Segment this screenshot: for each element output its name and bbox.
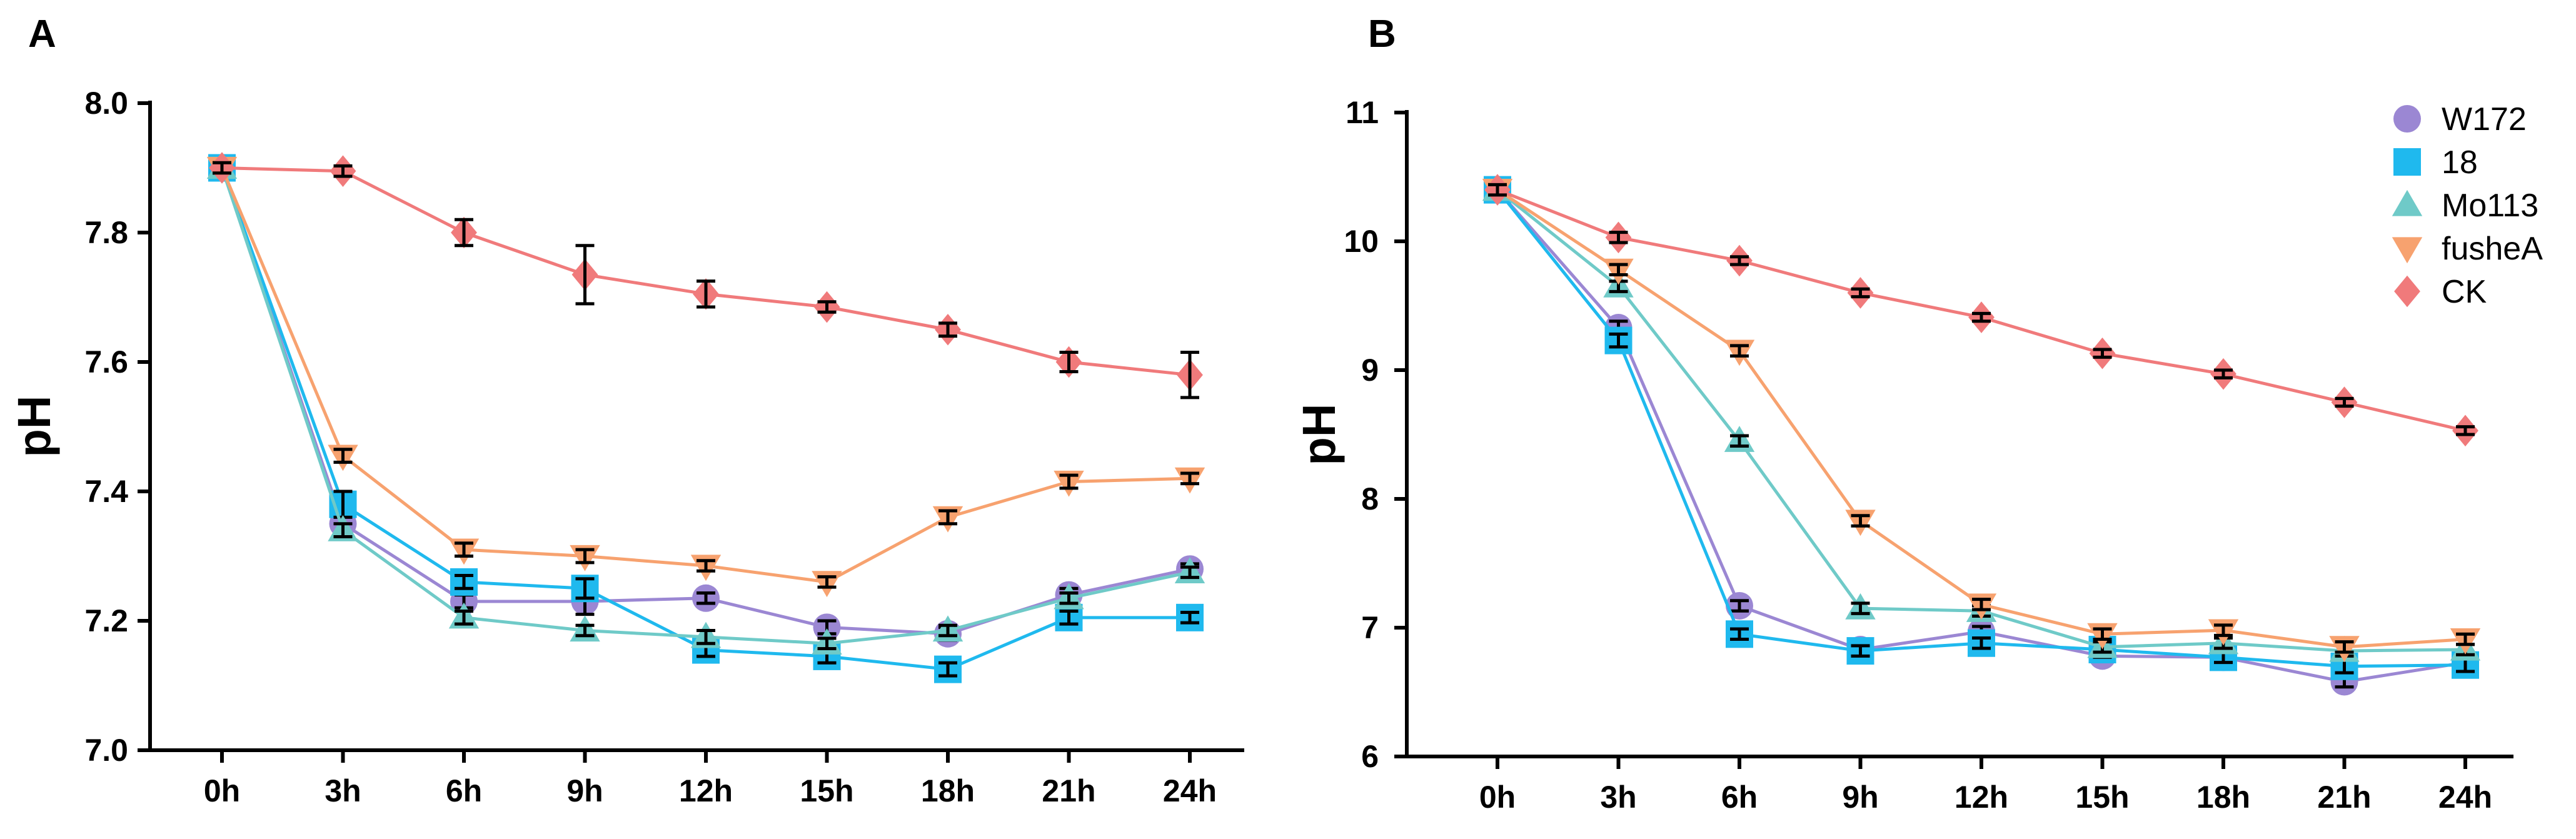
panel-a-y-tick-label: 7.6 xyxy=(84,344,128,379)
legend-label-w172: W172 xyxy=(2442,101,2527,138)
legend-marker-ck xyxy=(2394,275,2420,308)
panel-a-y-tick-label: 7.0 xyxy=(84,733,128,768)
legend-label-18: 18 xyxy=(2442,144,2478,181)
panel-b-y-tick-label: 8 xyxy=(1361,481,1379,516)
panel-a-x-tick-label: 9h xyxy=(566,773,603,808)
panel-b-legend: W172 18 Mo113 fusheA CK xyxy=(2392,101,2543,310)
panel-a-x-tick-label: 6h xyxy=(446,773,482,808)
panel-b-y-tick-label: 6 xyxy=(1361,739,1379,774)
legend-marker-fushea xyxy=(2392,237,2423,264)
panel-b-y-tick-label: 9 xyxy=(1361,353,1379,388)
panel-b-x-tick-label: 12h xyxy=(1955,780,2008,815)
legend-label-mo113: Mo113 xyxy=(2442,188,2538,224)
panel-a-y-tick-label: 7.2 xyxy=(84,603,128,638)
panel-a-series-ck xyxy=(209,152,1203,399)
panel-a-x-tick-label: 24h xyxy=(1163,773,1217,808)
panel-a-x-tick-label: 3h xyxy=(325,773,361,808)
panel-b-series-mo113 xyxy=(1482,174,2481,662)
legend-label-ck: CK xyxy=(2442,274,2487,310)
legend-marker-w172 xyxy=(2393,105,2421,133)
panel-b-chart: B 6 7 8 9 10 11 0h 3h 6h 9h 12h 15h 18h 21h 24h pH W172 18… xyxy=(1293,13,2543,815)
panel-b-series-ck xyxy=(1484,174,2478,447)
panel-b-y-tick-label: 11 xyxy=(1346,95,1379,130)
panel-b-x-tick-label: 21h xyxy=(2317,780,2371,815)
panel-b-x-tick-label: 9h xyxy=(1842,780,1878,815)
panel-a-chart: A 7.0 7.2 7.4 7.6 7.8 8.0 0h 3h 6h 9h 12h 15h 18h 21h 2… xyxy=(8,13,1244,808)
panel-b-y-tick-label: 10 xyxy=(1344,224,1379,259)
panel-a-x-tick-label: 15h xyxy=(800,773,853,808)
panel-a-series-ck-line xyxy=(221,166,1190,377)
legend-marker-mo113 xyxy=(2392,189,2423,216)
panel-a-x-tick-label: 0h xyxy=(204,773,240,808)
panel-b-label: B xyxy=(1368,13,1396,56)
panel-a-y-axis-title: pH xyxy=(8,396,60,458)
panel-a-y-tick-label: 7.4 xyxy=(84,474,128,509)
panel-b-x-tick-label: 0h xyxy=(1479,780,1516,815)
panel-a-y-tick-label: 7.8 xyxy=(84,215,128,250)
panel-a-x-tick-label: 21h xyxy=(1042,773,1095,808)
panel-b-y-axis-title: pH xyxy=(1293,404,1345,466)
panel-b-x-tick-label: 6h xyxy=(1721,780,1758,815)
panel-a-y-tick-label: 8.0 xyxy=(84,86,128,121)
legend-marker-18 xyxy=(2393,148,2421,176)
panel-b-y-tick-label: 7 xyxy=(1361,610,1379,645)
panel-b-x-tick-label: 3h xyxy=(1600,780,1636,815)
panel-b-series-mo113-line xyxy=(1496,188,2466,653)
legend-label-fushea: fusheA xyxy=(2442,231,2543,267)
panel-b-x-tick-label: 18h xyxy=(2196,780,2250,815)
panel-a-x-tick-label: 18h xyxy=(921,773,975,808)
panel-b-x-tick-label: 15h xyxy=(2075,780,2129,815)
panel-b-x-tick-label: 24h xyxy=(2438,780,2492,815)
panel-a-label: A xyxy=(28,13,56,56)
panel-b-series-fushea-line xyxy=(1496,188,2466,649)
panel-b-series-fushea xyxy=(1482,179,2481,663)
panel-a-x-tick-label: 12h xyxy=(679,773,733,808)
